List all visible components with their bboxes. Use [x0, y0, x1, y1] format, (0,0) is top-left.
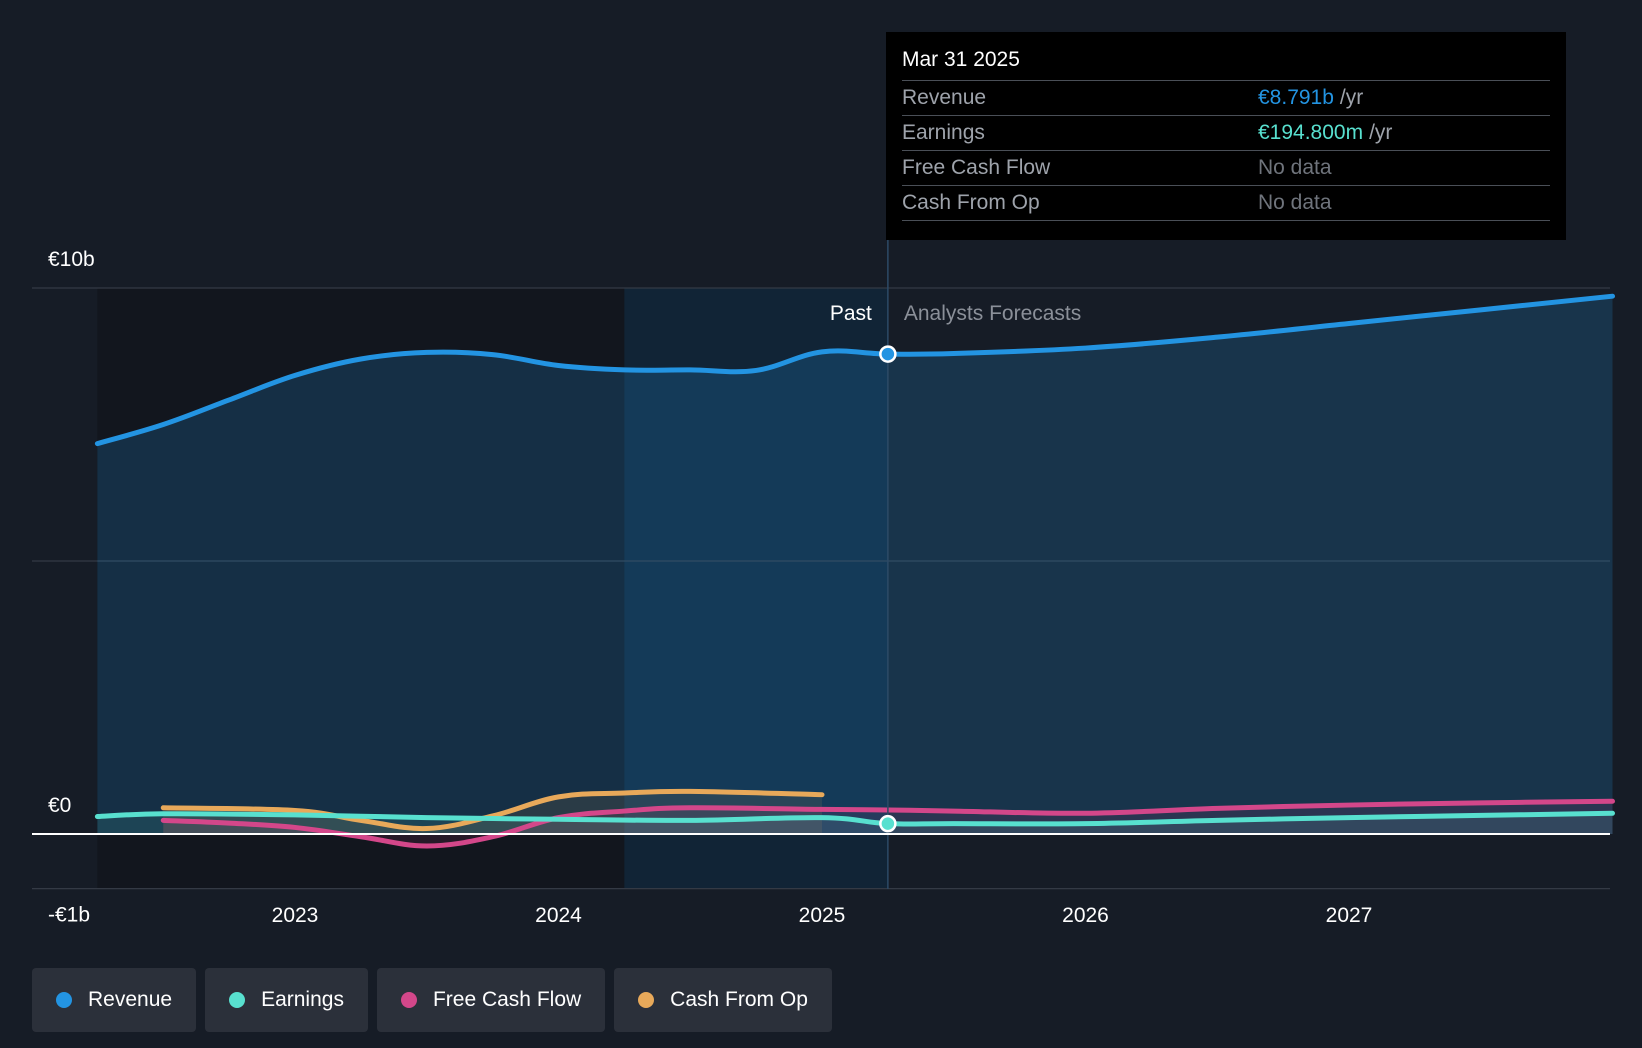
tooltip-label: Revenue [902, 86, 987, 109]
legend-item-free-cash-flow[interactable]: Free Cash Flow [376, 968, 606, 1032]
tooltip-row-earnings: Earnings €194.800m/yr [902, 115, 1550, 150]
tooltip: Mar 31 2025 Revenue €8.791b/yr Earnings €19… [886, 32, 1566, 240]
tooltip-unit: /yr [1369, 121, 1393, 144]
x-tick-label: 2027 [1326, 904, 1373, 927]
tooltip-unit: /yr [1339, 86, 1364, 109]
y-tick-label: -€1b [48, 904, 90, 927]
y-tick-label: €10b [48, 248, 95, 271]
past-label: Past [830, 302, 872, 325]
earnings-marker [879, 814, 897, 833]
y-tick-label: €0 [48, 794, 71, 817]
hover-markers [879, 345, 897, 833]
legend-dot-icon [400, 992, 417, 1008]
pre-forecast-band [97, 288, 625, 889]
legend: Revenue Earnings Free Cash Flow Cash From O… [32, 968, 832, 1032]
legend-dot-icon [229, 992, 246, 1008]
x-tick-label: 2024 [535, 904, 582, 927]
tooltip-rows: Revenue €8.791b/yr Earnings €194.800m/yr Fre… [902, 80, 1550, 221]
x-tick-label: 2023 [272, 904, 319, 927]
x-axis-labels: 2023 2024 2025 2026 2027 [272, 904, 1373, 927]
cash-from-op-area [163, 791, 822, 834]
legend-label: Revenue [88, 988, 173, 1011]
tooltip-value: No data [1258, 191, 1332, 214]
legend-item-earnings[interactable]: Earnings [205, 968, 368, 1032]
legend-item-revenue[interactable]: Revenue [32, 968, 197, 1032]
revenue-line [94, 293, 1615, 447]
free-cash-flow-line [160, 798, 1615, 849]
tooltip-label: Free Cash Flow [902, 156, 1051, 179]
revenue-area [97, 296, 1613, 834]
legend-label: Cash From Op [670, 988, 808, 1011]
tooltip-value: €8.791b [1258, 86, 1334, 109]
y-axis-labels: €10b €0 -€1b [48, 248, 95, 927]
legend-label: Free Cash Flow [432, 988, 582, 1011]
recent-past-band [624, 288, 888, 889]
cash-from-op-line [160, 788, 825, 832]
series-areas [97, 296, 1613, 847]
gridlines [32, 287, 1610, 890]
revenue-marker [879, 345, 897, 363]
legend-label: Earnings [261, 988, 344, 1011]
x-tick-label: 2025 [799, 904, 846, 927]
tooltip-row-revenue: Revenue €8.791b/yr [902, 80, 1550, 115]
tooltip-row-cash-from-op: Cash From Op No data [902, 185, 1550, 221]
tooltip-label: Earnings [902, 121, 985, 144]
tooltip-row-free-cash-flow: Free Cash Flow No data [902, 150, 1550, 185]
series-lines [94, 293, 1615, 849]
tooltip-date: Mar 31 2025 [902, 48, 1020, 71]
tooltip-label: Cash From Op [902, 191, 1040, 214]
legend-item-cash-from-op[interactable]: Cash From Op [614, 968, 832, 1032]
x-tick-label: 2026 [1062, 904, 1109, 927]
tooltip-value: €194.800m [1258, 121, 1364, 144]
legend-dot-icon [56, 992, 72, 1008]
financials-chart: €10b €0 -€1b 2023 2024 2025 2026 2027 Past Ana… [32, 240, 1615, 927]
legend-dot-icon [638, 992, 655, 1008]
tooltip-value: No data [1258, 156, 1332, 179]
earnings-line [94, 810, 1615, 827]
forecast-label: Analysts Forecasts [904, 302, 1081, 325]
